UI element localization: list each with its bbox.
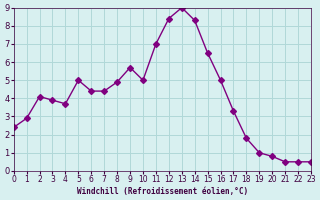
X-axis label: Windchill (Refroidissement éolien,°C): Windchill (Refroidissement éolien,°C)	[77, 187, 248, 196]
